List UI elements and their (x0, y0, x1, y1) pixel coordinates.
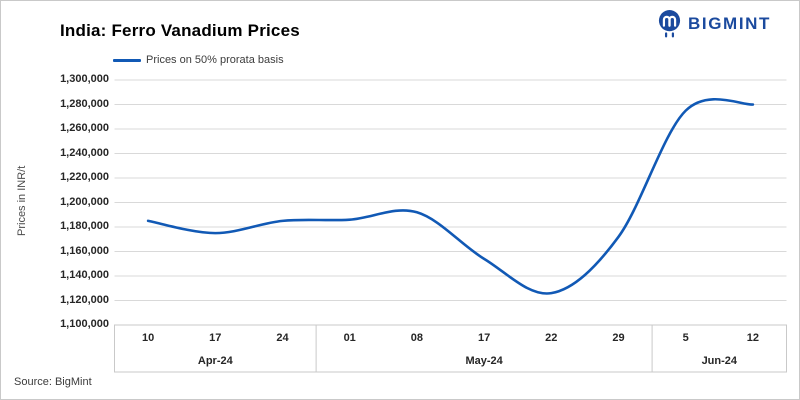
x-tick-label: 10 (141, 332, 155, 344)
y-tick-label: 1,140,000 (60, 269, 109, 281)
y-tick-label: 1,260,000 (60, 122, 109, 134)
x-tick-label: 17 (209, 332, 222, 344)
source-note: Source: BigMint (14, 376, 92, 388)
y-tick-label: 1,100,000 (60, 318, 109, 330)
x-tick-label: 5 (682, 332, 689, 344)
y-tick-label: 1,160,000 (60, 244, 109, 257)
x-tick-label: 17 (477, 332, 491, 344)
y-tick-label: 1,240,000 (60, 146, 109, 159)
legend-line-swatch (113, 58, 141, 62)
x-tick-label: 22 (545, 332, 558, 344)
x-tick-label: 08 (410, 332, 424, 344)
x-axis-band (114, 324, 787, 373)
x-tick-label: 29 (612, 332, 625, 344)
y-tick-label: 1,200,000 (60, 195, 109, 208)
y-tick-label: 1,300,000 (60, 73, 109, 85)
x-tick-label: 01 (343, 332, 356, 344)
y-tick-label: 1,280,000 (60, 97, 109, 110)
bigmint-logo-text: BIGMINT (688, 13, 771, 33)
x-month-label: Jun-24 (701, 355, 738, 367)
x-tick-label: 12 (746, 332, 760, 344)
y-tick-label: 1,220,000 (60, 171, 109, 183)
x-tick-label: 24 (276, 332, 289, 344)
price-line-series (146, 98, 755, 295)
legend: Prices on 50% prorata basis (113, 53, 284, 67)
x-month-label: May-24 (465, 355, 503, 367)
legend-label: Prices on 50% prorata basis (146, 54, 284, 66)
bigmint-logo: BIGMINT (657, 9, 771, 38)
y-tick-label: 1,120,000 (60, 293, 109, 306)
bigmint-logo-icon (658, 10, 681, 38)
x-month-label: Apr-24 (197, 355, 233, 367)
y-tick-label: 1,180,000 (60, 220, 109, 232)
page-title: India: Ferro Vanadium Prices (60, 21, 300, 40)
